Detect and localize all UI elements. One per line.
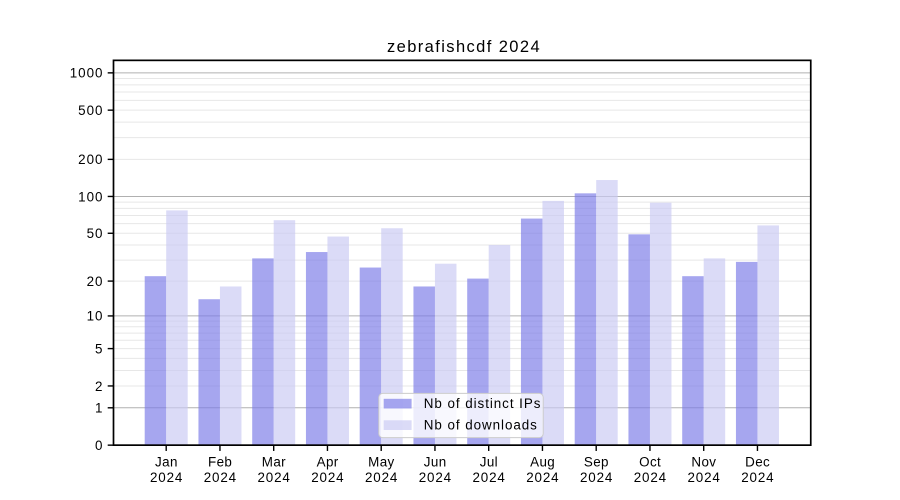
svg-text:500: 500 <box>78 103 103 118</box>
svg-text:Apr: Apr <box>317 454 339 469</box>
svg-text:2024: 2024 <box>365 470 398 485</box>
svg-text:Nb of downloads: Nb of downloads <box>424 418 538 433</box>
svg-text:2024: 2024 <box>634 470 667 485</box>
svg-text:Jul: Jul <box>480 454 498 469</box>
svg-text:1: 1 <box>95 401 103 416</box>
svg-text:2024: 2024 <box>150 470 183 485</box>
svg-text:200: 200 <box>78 152 103 167</box>
svg-text:Dec: Dec <box>745 454 770 469</box>
svg-text:2024: 2024 <box>472 470 505 485</box>
svg-text:100: 100 <box>78 189 103 204</box>
svg-text:Nov: Nov <box>691 454 716 469</box>
svg-text:0: 0 <box>95 438 103 453</box>
svg-text:Feb: Feb <box>208 454 232 469</box>
svg-text:1000: 1000 <box>70 66 104 81</box>
svg-text:Aug: Aug <box>530 454 555 469</box>
svg-text:2024: 2024 <box>204 470 237 485</box>
svg-text:zebrafishcdf 2024: zebrafishcdf 2024 <box>387 38 541 56</box>
svg-text:2024: 2024 <box>257 470 290 485</box>
svg-text:2: 2 <box>95 379 103 394</box>
svg-text:2024: 2024 <box>311 470 344 485</box>
svg-text:Sep: Sep <box>584 454 609 469</box>
svg-text:Jan: Jan <box>155 454 178 469</box>
svg-text:Nb of distinct IPs: Nb of distinct IPs <box>424 396 542 411</box>
svg-text:50: 50 <box>87 226 104 241</box>
svg-text:10: 10 <box>87 309 104 324</box>
svg-text:Oct: Oct <box>639 454 661 469</box>
svg-text:2024: 2024 <box>687 470 720 485</box>
svg-text:May: May <box>368 454 395 469</box>
svg-text:5: 5 <box>95 341 103 356</box>
svg-text:2024: 2024 <box>580 470 613 485</box>
svg-text:2024: 2024 <box>526 470 559 485</box>
svg-text:Mar: Mar <box>262 454 286 469</box>
svg-text:Jun: Jun <box>424 454 447 469</box>
svg-text:2024: 2024 <box>741 470 774 485</box>
svg-text:20: 20 <box>87 274 104 289</box>
svg-text:2024: 2024 <box>419 470 452 485</box>
